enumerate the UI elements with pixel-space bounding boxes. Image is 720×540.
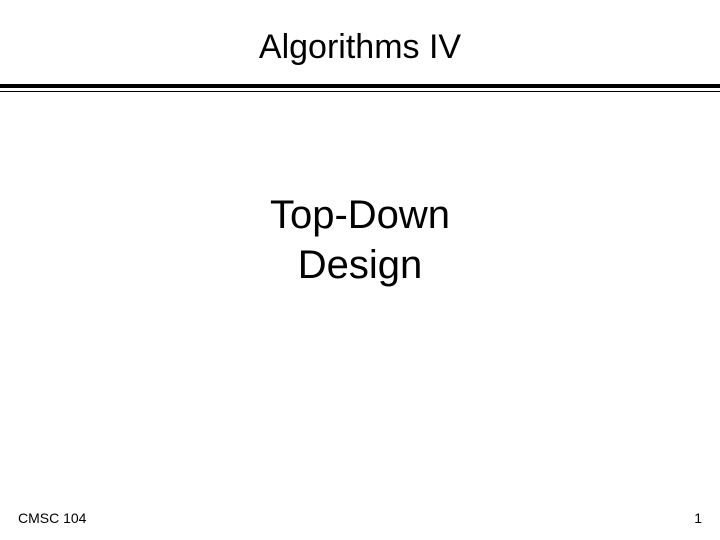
subtitle-line-2: Design (298, 243, 423, 287)
divider-thin (0, 91, 720, 92)
page-subtitle: Top-Down Design (0, 190, 720, 290)
slide-container: Algorithms IV Top-Down Design CMSC 104 1 (0, 0, 720, 540)
footer-course-code: CMSC 104 (18, 510, 86, 526)
subtitle-line-1: Top-Down (270, 193, 450, 237)
divider-thick (0, 84, 720, 88)
page-number: 1 (694, 510, 702, 526)
page-title: Algorithms IV (0, 28, 720, 67)
